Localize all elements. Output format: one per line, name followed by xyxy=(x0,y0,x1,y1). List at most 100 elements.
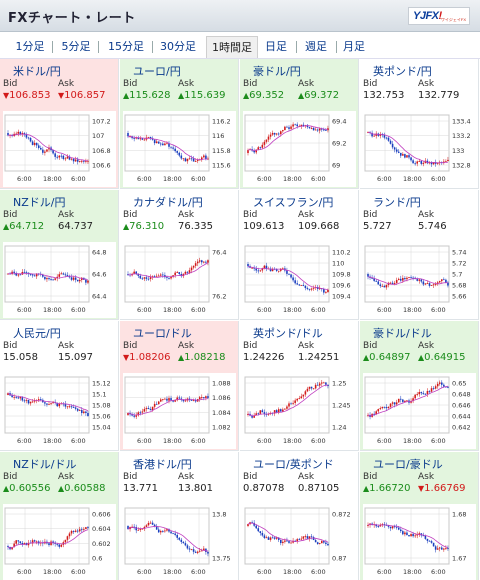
pair-name[interactable]: ユーロ/円 xyxy=(123,63,181,122)
rate-cell[interactable]: ユーロ/豪ドル Bid Ask ▲1.66720 ▼1.66769 1.68 1.67 6:0… xyxy=(360,452,479,580)
tab-5[interactable]: 1時間足 xyxy=(206,36,258,58)
candle-body xyxy=(143,526,146,529)
logo-subtext: ワイジェイFX xyxy=(440,17,466,22)
candle-body xyxy=(395,149,398,152)
mini-chart[interactable]: 107.2 107 106.8 106.6 6:00 18:00 6:00 xyxy=(3,111,116,187)
tab-2[interactable]: 5分足 xyxy=(61,40,91,53)
pair-name[interactable]: 米ドル/円 xyxy=(3,63,61,122)
pair-name[interactable]: 人民元/円 xyxy=(3,325,61,384)
candle-body xyxy=(406,532,408,536)
mini-chart[interactable]: 133.4 133.2 133 132.8 6:00 18:00 6:00 xyxy=(363,111,476,187)
tab-1[interactable]: 1分足 xyxy=(15,40,45,53)
pair-name[interactable]: NZドル/ドル xyxy=(3,456,76,515)
tab-6[interactable]: 日足 xyxy=(265,40,287,53)
rate-cell[interactable]: ユーロ/英ポンド Bid Ask 0.87078 0.87105 0.872 0.87 6:0… xyxy=(240,452,359,580)
mini-chart[interactable]: 1.25 1.245 1.24 6:00 18:00 6:00 xyxy=(243,373,356,449)
candle-body xyxy=(389,282,392,284)
mini-chart[interactable]: 116.2 116 115.8 115.6 6:00 18:00 6:00 xyxy=(123,111,236,187)
tab-4[interactable]: 30分足 xyxy=(160,40,196,53)
candle-body xyxy=(56,402,58,407)
rate-cell[interactable]: ユーロ/ドル Bid Ask ▼1.08206 ▲1.08218 1.088 1.086 1.… xyxy=(120,321,239,451)
pair-name[interactable]: 豪ドル/円 xyxy=(243,63,301,122)
bid-label: Bid xyxy=(363,79,378,89)
candle-body xyxy=(286,406,288,409)
rate-cell[interactable]: 英ポンド/ドル Bid Ask 1.24226 1.24251 1.25 1.245 1.24… xyxy=(240,321,359,451)
mini-chart[interactable]: 110.2 110 109.8 109.6 109.4 6:00 18:00 6:00 xyxy=(243,242,356,318)
rate-cell[interactable]: スイスフラン/円 Bid Ask 109.613 109.668 110.2 110 109.… xyxy=(240,190,359,320)
rate-cell[interactable]: 豪ドル/ドル Bid Ask ▲0.64897 ▲0.64915 0.65 0.648 0.6… xyxy=(360,321,479,451)
candle-body xyxy=(282,130,284,132)
mini-chart[interactable]: 13.8 13.75 6:00 18:00 6:00 xyxy=(123,504,236,580)
pair-name[interactable]: 英ポンド/ドル xyxy=(243,325,323,384)
candle-body xyxy=(151,276,154,278)
rate-cell[interactable]: NZドル/円 Bid Ask ▲64.712 64.737 64.8 64.6 64.4 6:0… xyxy=(0,190,119,320)
y-tick-label: 64.4 xyxy=(92,293,106,301)
mini-chart[interactable]: 69.4 69.2 69 6:00 18:00 6:00 xyxy=(243,111,356,187)
bid-arrow-icon: ▲ xyxy=(123,91,130,100)
y-tick-label: 106.6 xyxy=(92,162,111,170)
candle-body xyxy=(312,287,315,289)
pair-name[interactable]: ユーロ/英ポンド xyxy=(243,456,334,515)
tab-7[interactable]: 週足 xyxy=(305,40,327,53)
pair-name[interactable]: カナダドル/円 xyxy=(123,194,203,253)
candle-body xyxy=(19,131,22,135)
candle-body xyxy=(418,161,421,162)
ask-value: ▼106.857 xyxy=(58,90,106,101)
candle-body xyxy=(385,137,388,139)
yjfx-logo[interactable]: YJFX! ワイジェイFX xyxy=(408,7,470,25)
rate-cell[interactable]: カナダドル/円 Bid Ask ▲76.310 76.335 76.4 76.2 6:00 18… xyxy=(120,190,239,320)
rate-cell[interactable]: NZドル/ドル Bid Ask ▲0.60556 ▲0.60588 0.606 0.604 0… xyxy=(0,452,119,580)
rate-cell[interactable]: 英ポンド/円 Bid Ask 132.753 132.779 133.4 133.2 133 1… xyxy=(360,59,479,189)
pair-name[interactable]: ユーロ/ドル xyxy=(123,325,192,384)
mini-chart[interactable]: 5.74 5.72 5.7 5.68 5.66 6:00 18:00 6:00 xyxy=(363,242,476,318)
mini-chart[interactable]: 1.68 1.67 6:00 18:00 6:00 xyxy=(363,504,476,580)
candle-body xyxy=(203,548,205,551)
mini-chart[interactable]: 1.088 1.086 1.084 1.082 6:00 18:00 6:00 xyxy=(123,373,236,449)
candle-body xyxy=(292,124,294,127)
ask-label: Ask xyxy=(178,210,195,220)
candle-body xyxy=(318,128,321,131)
candle-body xyxy=(198,550,201,552)
candle-body xyxy=(277,409,280,413)
rate-cell[interactable]: 豪ドル/円 Bid Ask ▲69.352 ▲69.372 69.4 69.2 69 6:00 1… xyxy=(240,59,359,189)
pair-name[interactable]: スイスフラン/円 xyxy=(243,194,333,253)
mini-chart[interactable]: 0.65 0.648 0.646 0.644 0.642 6:00 18:00 6:00 xyxy=(363,373,476,449)
candle-body xyxy=(127,133,129,137)
pair-name[interactable]: NZドル/円 xyxy=(3,194,65,253)
y-tick-label: 109.6 xyxy=(332,282,351,290)
candle-body xyxy=(7,273,9,275)
flag-icon xyxy=(243,460,255,515)
candle-body xyxy=(422,281,425,285)
pair-name[interactable]: 香港ドル/円 xyxy=(123,456,192,515)
rate-cell[interactable]: ランド/円 Bid Ask 5.727 5.746 5.74 5.72 5.7 5.68 5.66… xyxy=(360,190,479,320)
rate-cell[interactable]: 米ドル/円 Bid Ask ▼106.853 ▼106.857 107.2 107 106.8… xyxy=(0,59,119,189)
rate-cell[interactable]: 香港ドル/円 Bid Ask 13.771 13.801 13.8 13.75 6:00 18:… xyxy=(120,452,239,580)
candle-body xyxy=(284,126,286,131)
mini-chart[interactable]: 64.8 64.6 64.4 6:00 18:00 6:00 xyxy=(3,242,116,318)
pair-name[interactable]: ユーロ/豪ドル xyxy=(363,456,443,515)
candle-body xyxy=(174,148,176,152)
mini-chart[interactable]: 0.606 0.604 0.602 0.6 6:00 18:00 6:00 xyxy=(3,504,116,580)
ask-value: 5.746 xyxy=(418,221,447,232)
candle-body xyxy=(37,145,40,148)
candle-body xyxy=(172,400,174,402)
pair-name[interactable]: ランド/円 xyxy=(363,194,421,253)
tab-8[interactable]: 月足 xyxy=(343,40,365,53)
mini-chart[interactable]: 76.4 76.2 6:00 18:00 6:00 xyxy=(123,242,236,318)
candle-body xyxy=(282,268,284,270)
tab-3[interactable]: 15分足 xyxy=(108,40,144,53)
tab-separator xyxy=(152,41,153,53)
rate-cell[interactable]: 人民元/円 Bid Ask 15.058 15.097 15.12 15.1 15.08 15.… xyxy=(0,321,119,451)
candle-body xyxy=(17,131,20,134)
mini-chart[interactable]: 15.12 15.1 15.08 15.06 15.04 6:00 18:00 6:00 xyxy=(3,373,116,449)
candle-body xyxy=(302,536,305,539)
rate-cell[interactable]: ユーロ/円 Bid Ask ▲115.628 ▲115.639 116.2 116 115.8… xyxy=(120,59,239,189)
pair-name[interactable]: 英ポンド/円 xyxy=(363,63,432,122)
candle-body xyxy=(290,274,292,278)
candle-body xyxy=(29,274,32,275)
candle-body xyxy=(288,541,290,543)
mini-chart[interactable]: 0.872 0.87 6:00 18:00 6:00 xyxy=(243,504,356,580)
pair-name[interactable]: 豪ドル/ドル xyxy=(363,325,432,384)
x-tick-label: 6:00 xyxy=(71,306,86,314)
bid-label: Bid xyxy=(243,472,258,482)
